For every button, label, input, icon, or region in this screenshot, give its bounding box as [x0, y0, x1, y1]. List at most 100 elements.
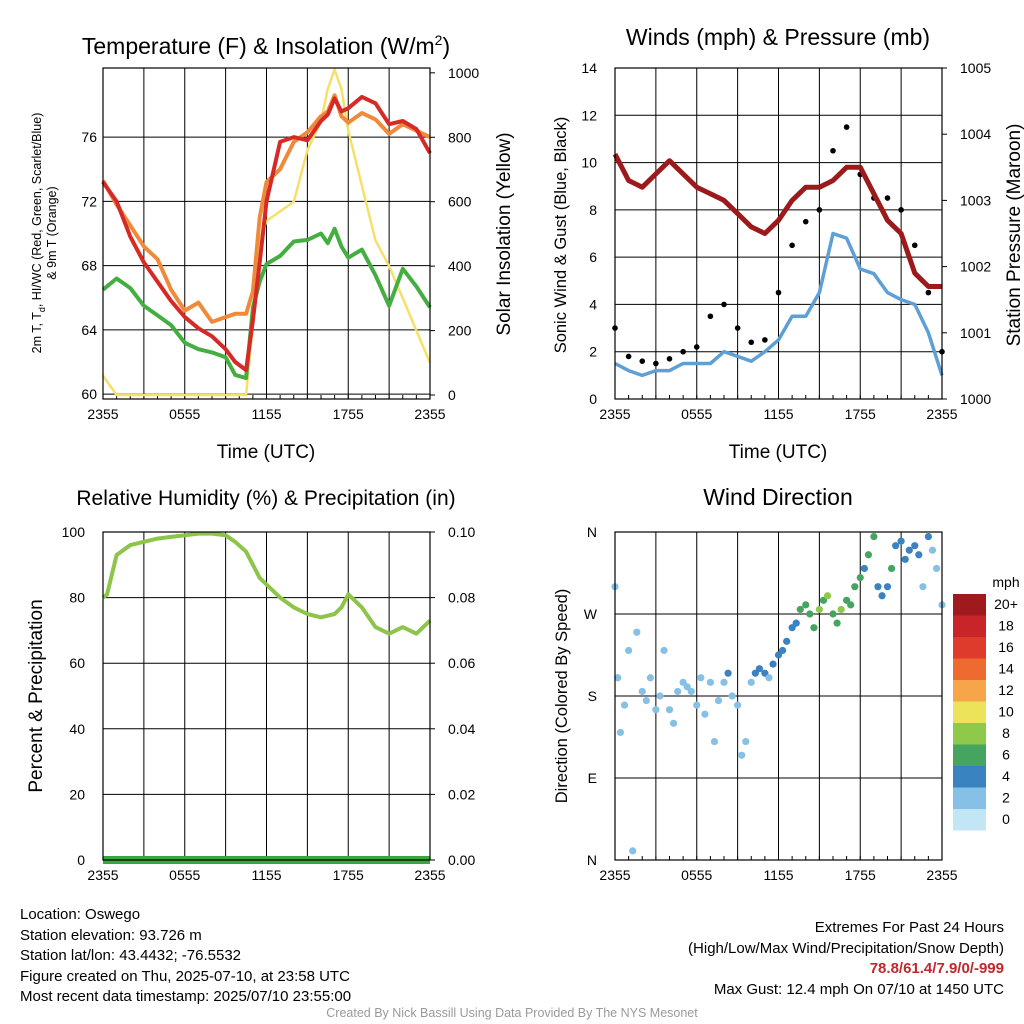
direction-point	[724, 669, 732, 677]
x-tick-label: 2355	[926, 406, 957, 422]
y2-tick-label: 0	[448, 387, 456, 403]
direction-point	[911, 542, 919, 550]
y-tick-label: S	[588, 688, 597, 704]
y-tick-label: 72	[81, 193, 97, 209]
direction-point	[674, 687, 682, 696]
direction-point	[783, 637, 791, 645]
direction-point	[874, 583, 882, 591]
direction-point	[864, 551, 873, 559]
direction-point	[687, 687, 695, 696]
gust-point	[775, 289, 782, 296]
direction-point	[706, 678, 714, 686]
y2-tick-label: 1004	[960, 126, 991, 142]
gust-point	[789, 242, 795, 249]
direction-point	[851, 583, 859, 591]
direction-point	[833, 619, 841, 627]
direction-point	[856, 573, 864, 582]
y-tick-label: 40	[69, 721, 85, 737]
direction-point	[697, 674, 705, 682]
x-tick-label: 2355	[87, 867, 118, 883]
gust-point	[680, 348, 686, 355]
y2-tick-label: 1000	[448, 65, 479, 81]
x-tick-label: 2355	[599, 867, 630, 883]
gust-point	[707, 313, 714, 320]
y2-tick-label: 1002	[960, 259, 991, 275]
direction-point	[614, 674, 622, 682]
legend-swatch	[953, 787, 986, 809]
direction-point	[728, 692, 736, 700]
direction-point	[638, 687, 646, 696]
direction-point	[625, 646, 633, 655]
direction-point	[620, 701, 629, 709]
gust-point	[748, 339, 755, 346]
legend-swatch	[953, 766, 986, 788]
gust-point	[830, 147, 836, 154]
direction-point	[878, 592, 886, 600]
direction-panel: Wind Direction Direction (Colored By Spe…	[553, 484, 958, 883]
speed-colorbar-legend: mph 20+ 18 16 14 12 10 8 6 4 2 0	[953, 574, 1020, 831]
direction-point	[847, 601, 855, 609]
y-tick-label: N	[587, 852, 597, 868]
legend-swatch	[953, 680, 986, 702]
x-tick-label: 0555	[169, 406, 200, 422]
legend-level-label: 2	[1002, 790, 1010, 806]
x-tick-label: 2355	[414, 867, 445, 883]
direction-point	[905, 546, 913, 554]
y-tick-label: 80	[69, 590, 85, 606]
legend-swatch	[953, 701, 986, 723]
y2-tick-label: 0.02	[448, 786, 475, 802]
humidity-panel: Relative Humidity (%) & Precipitation (i…	[26, 487, 475, 883]
direction-point	[883, 583, 892, 591]
x-tick-label: 0555	[169, 867, 200, 883]
direction-point	[633, 628, 641, 636]
y-tick-label: 14	[581, 60, 597, 76]
gust-point	[734, 325, 741, 331]
direction-y-label: Direction (Colored By Speed)	[553, 589, 571, 804]
temperature-panel: Temperature (F) & Insolation (W/m2) 2m T…	[30, 32, 515, 463]
y-tick-label: 8	[589, 202, 597, 218]
x-tick-label: 1155	[763, 867, 793, 883]
legend-level-label: 6	[1002, 747, 1010, 763]
direction-point	[769, 660, 777, 668]
direction-point	[823, 592, 832, 600]
legend-title: mph	[992, 574, 1019, 590]
station-elevation: Station elevation: 93.726 m	[20, 926, 202, 944]
direction-point	[829, 610, 837, 618]
y-tick-label: 10	[581, 155, 597, 171]
legend-level-label: 14	[998, 661, 1014, 677]
direction-point	[714, 696, 723, 705]
plot-frame	[614, 67, 943, 400]
winds-x-label: Time (UTC)	[729, 442, 828, 463]
series-station-pressure	[612, 152, 942, 289]
legend-swatch	[953, 809, 986, 831]
legend-level-label: 16	[998, 639, 1014, 655]
gust-point	[843, 124, 850, 130]
series-9m-t	[101, 93, 431, 324]
gust-point	[625, 353, 632, 360]
y2-tick-label: 600	[448, 194, 472, 210]
gust-point	[653, 360, 659, 367]
legend-swatch	[953, 637, 986, 659]
direction-point	[642, 696, 650, 705]
direction-point	[742, 737, 750, 746]
extremes-box: Extremes For Past 24 Hours (High/Low/Max…	[688, 918, 1004, 1000]
direction-point	[660, 646, 668, 655]
y2-tick-label: 0.04	[448, 721, 475, 737]
x-tick-label: 2355	[599, 406, 630, 422]
direction-point	[765, 674, 773, 682]
y2-tick-label: 200	[448, 323, 472, 339]
direction-point	[924, 532, 932, 541]
direction-point	[870, 532, 878, 541]
x-tick-label: 1155	[251, 867, 281, 883]
extremes-heading: Extremes For Past 24 Hours	[814, 919, 1004, 936]
x-tick-label: 2355	[87, 406, 118, 422]
gust-point	[693, 344, 700, 350]
direction-point	[738, 751, 746, 759]
direction-point	[693, 701, 701, 709]
legend-level-label: 20+	[994, 596, 1018, 612]
direction-point	[837, 605, 845, 614]
direction-point	[860, 564, 868, 573]
gust-point	[884, 195, 891, 201]
temperature-panel-title: Temperature (F) & Insolation (W/m2)	[82, 32, 450, 59]
y-tick-label: 12	[581, 107, 597, 123]
